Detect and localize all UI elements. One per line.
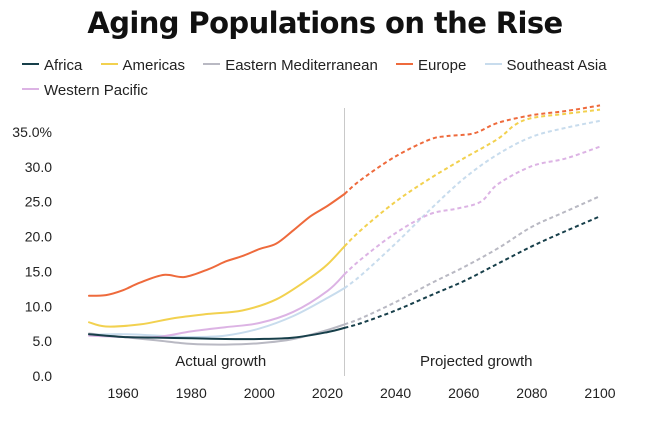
legend-item-africa[interactable]: Africa	[22, 53, 82, 78]
y-tick-label-10: 10.0	[25, 298, 52, 314]
annotation-projected-growth: Projected growth	[420, 353, 533, 370]
series-line-europe-actual	[88, 193, 346, 297]
x-tick-label-1980: 1980	[176, 385, 207, 401]
legend-label-western-pacific: Western Pacific	[44, 82, 148, 99]
series-line-europe-projected	[343, 104, 601, 195]
series-line-southeast-asia-actual	[88, 287, 346, 338]
y-tick-label-30: 30.0	[25, 159, 52, 175]
series-line-americas-actual	[88, 245, 346, 328]
legend-item-southeast-asia[interactable]: Southeast Asia	[484, 53, 607, 78]
legend-item-americas[interactable]: Americas	[100, 53, 186, 78]
x-axis-ticks: 1960 1980 2000 2020 2040 2060 2080 2100	[107, 385, 615, 401]
legend-label-africa: Africa	[44, 57, 83, 74]
legend-swatch-africa	[22, 63, 39, 66]
series-line-africa-projected	[344, 215, 601, 329]
legend-item-eastern-mediterranean[interactable]: Eastern Mediterranean	[203, 53, 378, 78]
y-tick-label-15: 15.0	[25, 263, 52, 279]
annotation-actual-growth: Actual growth	[175, 353, 266, 370]
legend-item-western-pacific[interactable]: Western Pacific	[22, 78, 148, 103]
legend-swatch-western-pacific	[22, 88, 39, 91]
series-lines	[88, 104, 601, 346]
series-line-western-pacific-projected	[343, 145, 601, 275]
x-tick-label-1960: 1960	[107, 385, 138, 401]
legend-label-eastern-mediterranean: Eastern Mediterranean	[225, 57, 378, 74]
y-tick-label-0: 0.0	[33, 368, 53, 384]
x-tick-label-2100: 2100	[584, 385, 615, 401]
y-tick-label-5: 5.0	[33, 333, 53, 349]
chart-title: Aging Populations on the Rise	[87, 6, 563, 40]
x-tick-label-2060: 2060	[448, 385, 479, 401]
y-tick-label-25: 25.0	[25, 194, 52, 210]
legend-swatch-europe	[395, 63, 413, 66]
series-line-eastern-mediterranean-projected	[344, 195, 601, 326]
series-line-southeast-asia-projected	[343, 119, 601, 289]
y-tick-label-35: 35.0%	[12, 124, 52, 140]
legend-label-southeast-asia: Southeast Asia	[506, 57, 607, 74]
x-tick-label-2080: 2080	[516, 385, 547, 401]
legend-label-americas: Americas	[122, 57, 186, 74]
legend-label-europe: Europe	[417, 57, 467, 74]
x-tick-label-2040: 2040	[380, 385, 411, 401]
series-line-western-pacific-actual	[88, 273, 346, 339]
series-line-africa-actual	[88, 326, 346, 341]
series-line-americas-projected	[343, 108, 601, 248]
x-tick-label-2000: 2000	[244, 385, 275, 401]
y-tick-label-20: 20.0	[25, 229, 52, 245]
legend-swatch-eastern-mediterranean	[203, 63, 221, 66]
legend-item-europe[interactable]: Europe	[395, 53, 467, 78]
legend-swatch-americas	[100, 63, 118, 66]
legend-swatch-southeast-asia	[484, 63, 502, 66]
x-tick-label-2020: 2020	[312, 385, 343, 401]
y-axis-ticks: 0.0 5.0 10.0 15.0 20.0 25.0 30.0 35.0%	[12, 124, 52, 384]
legend: Africa Americas Eastern Mediterranean Eu…	[22, 53, 622, 103]
